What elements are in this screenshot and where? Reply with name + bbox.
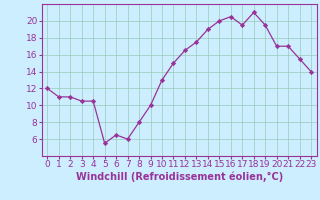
X-axis label: Windchill (Refroidissement éolien,°C): Windchill (Refroidissement éolien,°C) bbox=[76, 172, 283, 182]
